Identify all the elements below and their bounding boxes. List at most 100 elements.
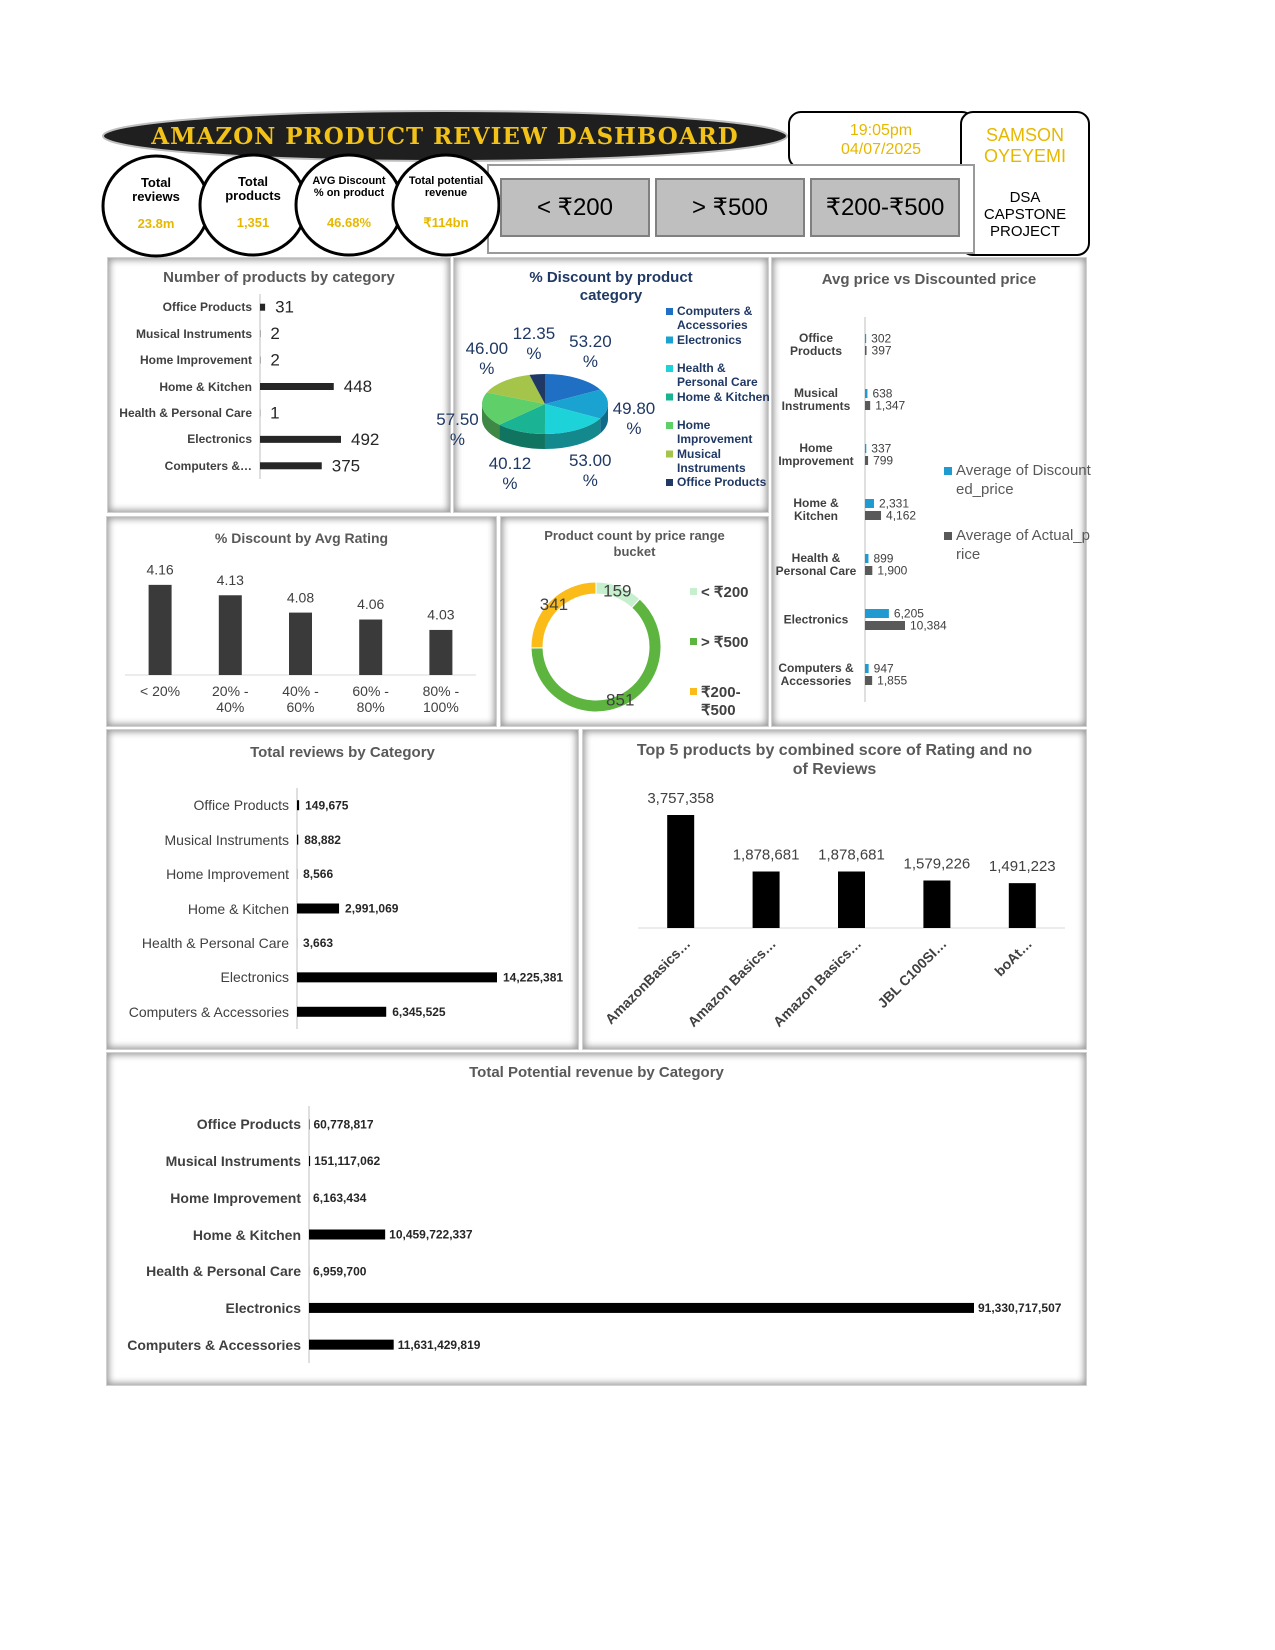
category-label: 80% - 100%	[422, 683, 460, 715]
value-label: 1,491,223	[989, 858, 1056, 875]
slicer-button[interactable]: < ₹200	[537, 194, 613, 221]
value-label: 341	[540, 595, 568, 614]
value-label: 851	[606, 690, 634, 709]
slicer-button[interactable]: > ₹500	[692, 194, 768, 221]
value-label: 1	[270, 403, 279, 422]
legend-label: Average of Actual_price	[956, 527, 1090, 563]
bar	[865, 456, 869, 465]
value-label: 1,855	[877, 674, 907, 688]
chart-title: Avg price vs Discounted price	[821, 271, 1037, 288]
bar	[752, 871, 780, 928]
value-label: 4.06	[357, 596, 384, 612]
legend-label: < ₹200	[701, 584, 749, 601]
legend-swatch	[666, 336, 673, 344]
value-label: 12.35 %	[512, 324, 556, 364]
bar	[297, 800, 300, 811]
category-label: Home Improvement	[139, 353, 252, 368]
value-label: 6,205	[894, 607, 924, 621]
chart-title: Number of products by category	[163, 269, 395, 286]
category-label: JBL C100SI…	[874, 935, 950, 1011]
category-label: Computers &…	[164, 458, 252, 473]
kpi-value: 23.8m	[137, 216, 175, 231]
legend-swatch	[666, 308, 673, 315]
kpi-value: ₹114bn	[423, 215, 469, 230]
value-label: 947	[874, 662, 894, 676]
value-label: 1,900	[877, 564, 907, 578]
category-label: Home Improvement	[166, 866, 289, 883]
category-label: Home & Kitchen	[192, 1226, 301, 1243]
category-label: Office Products	[193, 797, 289, 814]
category-label: < 20%	[140, 683, 181, 699]
bar	[148, 584, 172, 675]
bar	[865, 444, 867, 453]
value-label: 638	[872, 387, 892, 401]
value-label: 31	[275, 298, 294, 317]
category-label: Musical Instruments	[781, 385, 851, 413]
project: DSA CAPSTONE PROJECT	[983, 189, 1067, 240]
value-label: 2,331	[879, 497, 909, 511]
value-label: 6,959,700	[313, 1264, 367, 1278]
category-label: Computers & Accessories	[778, 660, 854, 688]
slicer-button-bg	[500, 178, 650, 237]
bar	[260, 303, 266, 311]
bar	[309, 1339, 394, 1350]
chart-title: Top 5 products by combined score of Rati…	[636, 742, 1033, 778]
bar	[429, 629, 453, 675]
bar	[1008, 883, 1036, 928]
time: 19:05pm	[850, 122, 912, 139]
legend-swatch	[666, 393, 673, 401]
category-label: Home Improvement	[778, 440, 854, 468]
value-label: 397	[872, 344, 892, 358]
kpi-label: Total potential revenue	[408, 175, 484, 199]
kpi-circle	[198, 153, 308, 257]
pie-slice-side	[499, 424, 545, 449]
time-box	[788, 111, 975, 169]
pie-slice-side	[482, 404, 500, 440]
kpi-value: 1,351	[236, 215, 270, 230]
value-label: 4.16	[146, 562, 173, 578]
pie-slice	[545, 374, 601, 404]
legend-label: Home Improvement	[677, 418, 753, 446]
panel	[771, 257, 1087, 727]
category-label: 40% - 60%	[282, 683, 319, 715]
panel	[106, 729, 579, 1050]
value-label: 6,163,434	[313, 1191, 367, 1205]
value-label: 10,384	[910, 619, 947, 633]
value-label: 91,330,717,507	[978, 1301, 1062, 1315]
bar	[865, 346, 867, 355]
slicer-button[interactable]: ₹200-₹500	[825, 194, 945, 221]
kpi-circle	[294, 153, 404, 257]
value-label: 3,663	[303, 936, 333, 950]
bar	[865, 401, 871, 410]
kpi-label: Total products	[225, 174, 281, 203]
category-label: Electronics	[220, 969, 289, 986]
value-label: 60,778,817	[313, 1118, 373, 1132]
value-label: 1,878,681	[818, 846, 885, 863]
value-label: 302	[871, 332, 891, 346]
legend-label: > ₹500	[701, 634, 749, 651]
category-label: Health & Personal Care	[775, 550, 857, 578]
category-label: Electronics	[783, 612, 849, 626]
category-label: Health & Personal Care	[141, 934, 289, 951]
kpi-label: AVG Discount % on product	[312, 175, 386, 199]
bar	[297, 903, 340, 914]
category-label: Computers & Accessories	[127, 1336, 301, 1353]
category-label: Health & Personal Care	[146, 1263, 301, 1280]
value-label: 337	[871, 442, 891, 456]
value-label: 492	[351, 430, 379, 449]
pie-slice	[545, 389, 609, 419]
bar	[260, 462, 322, 470]
value-label: 11,631,429,819	[398, 1338, 481, 1352]
value-label: 88,882	[304, 833, 341, 847]
bar	[865, 566, 873, 575]
category-label: Office Products	[789, 330, 842, 358]
chart-title: Total reviews by Category	[250, 744, 435, 761]
category-label: Home & Kitchen	[159, 379, 252, 394]
bar	[923, 880, 951, 928]
legend-label: Average of Discounted_price	[956, 462, 1091, 498]
bar	[838, 871, 865, 928]
date: 04/07/2025	[841, 141, 921, 158]
category-label: Musical Instruments	[164, 831, 289, 848]
slicer-button-bg	[810, 178, 960, 237]
